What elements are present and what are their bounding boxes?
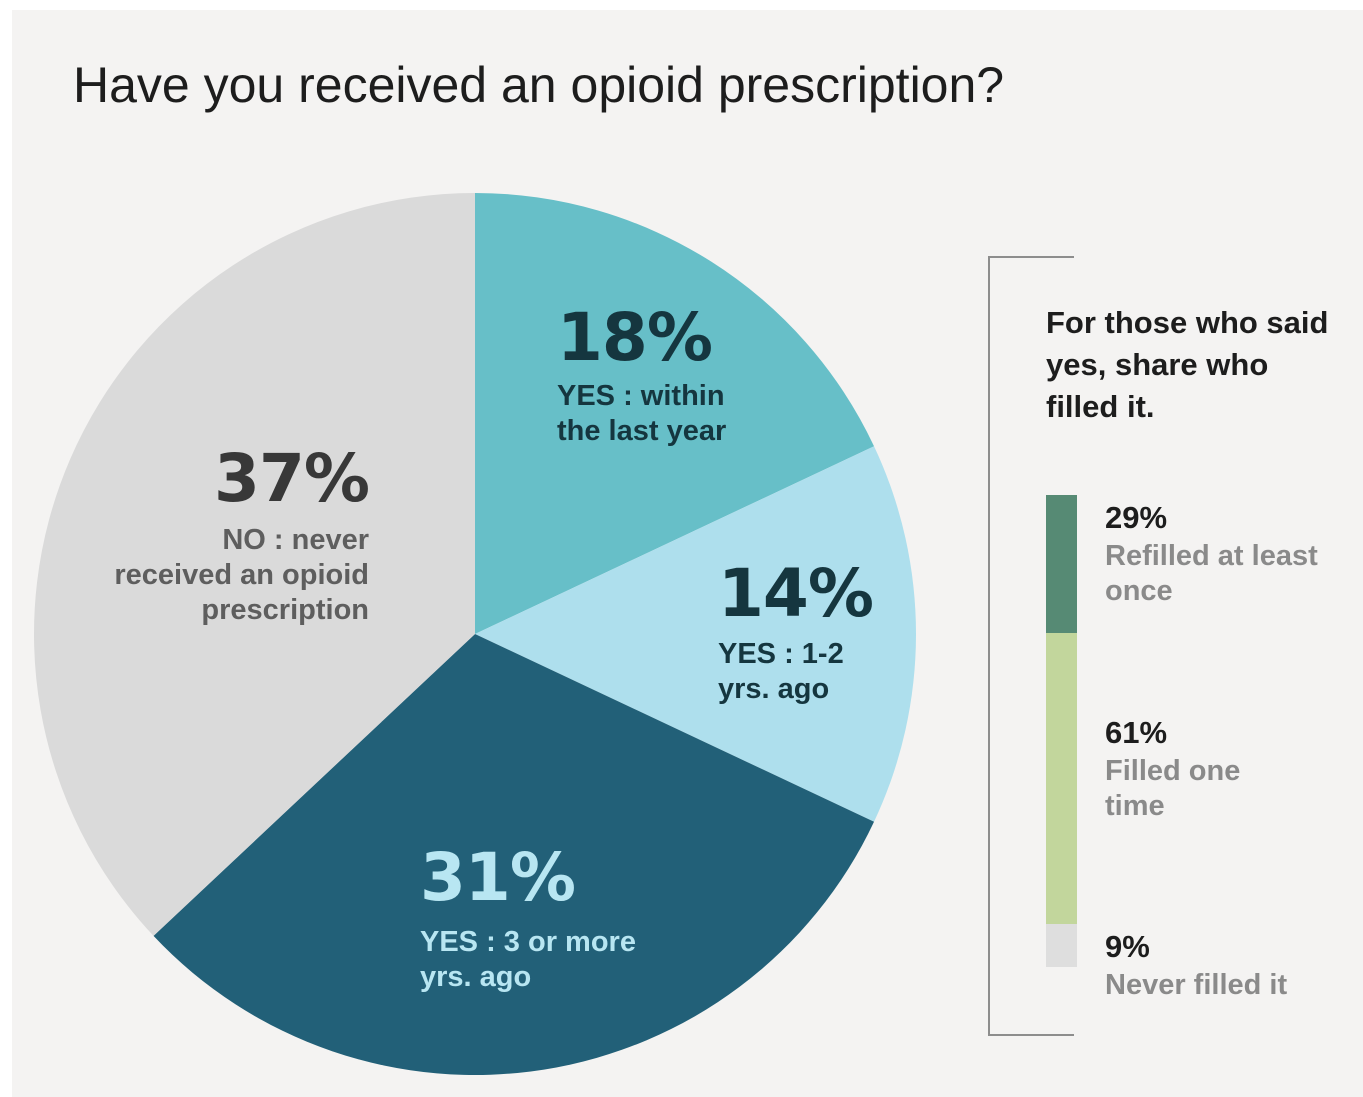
segment-percent-filled-once: 61% [1105,715,1168,750]
side-panel-title: For those who said yes, share who filled… [1046,305,1329,424]
pie-slice-within-last-year [475,193,875,634]
chart-title: Have you received an opioid prescription… [73,57,1005,113]
slice-label-never-received-line-1: NO : never [222,524,369,556]
stacked-bar-segment-filled-once [1046,633,1077,924]
segment-label-refilled: Refilled at least once [1105,540,1318,607]
pie-slice-1-2-years-ago [475,446,917,822]
slice-label-within-last-year-line-2: the last year [557,415,726,447]
slice-label-never-received-line-2: received an opioid [114,559,369,591]
segment-percent-never-filled: 9% [1105,929,1150,964]
slice-label-never-received-line-3: prescription [201,594,369,626]
slice-label-3-or-more-years-ago-line-2: yrs. ago [420,961,531,993]
slice-label-within-last-year-line-1: YES : within [557,380,725,412]
side-panel-bracket [988,256,1074,1036]
slice-label-3-or-more-years-ago-line-1: YES : 3 or more [420,926,636,958]
slice-label-1-2-years-ago-line-2: yrs. ago [718,673,829,705]
stacked-bar-segment-never-filled [1046,924,1077,967]
segment-percent-refilled: 29% [1105,500,1168,535]
slice-label-1-2-years-ago-line-1: YES : 1-2 [718,638,844,670]
pie-slice-3-or-more-years-ago [153,634,875,1075]
slice-percent-1-2-years-ago: 14% [718,555,873,632]
pie-slice-never-received [34,193,476,936]
slice-percent-within-last-year: 18% [557,299,712,376]
segment-label-filled-once: Filled one time [1105,755,1241,822]
slice-percent-3-or-more-years-ago: 31% [420,839,575,916]
slice-percent-never-received: 37% [214,440,369,517]
stacked-bar-segment-refilled [1046,495,1077,633]
segment-label-never-filled: Never filled it [1105,969,1288,1001]
